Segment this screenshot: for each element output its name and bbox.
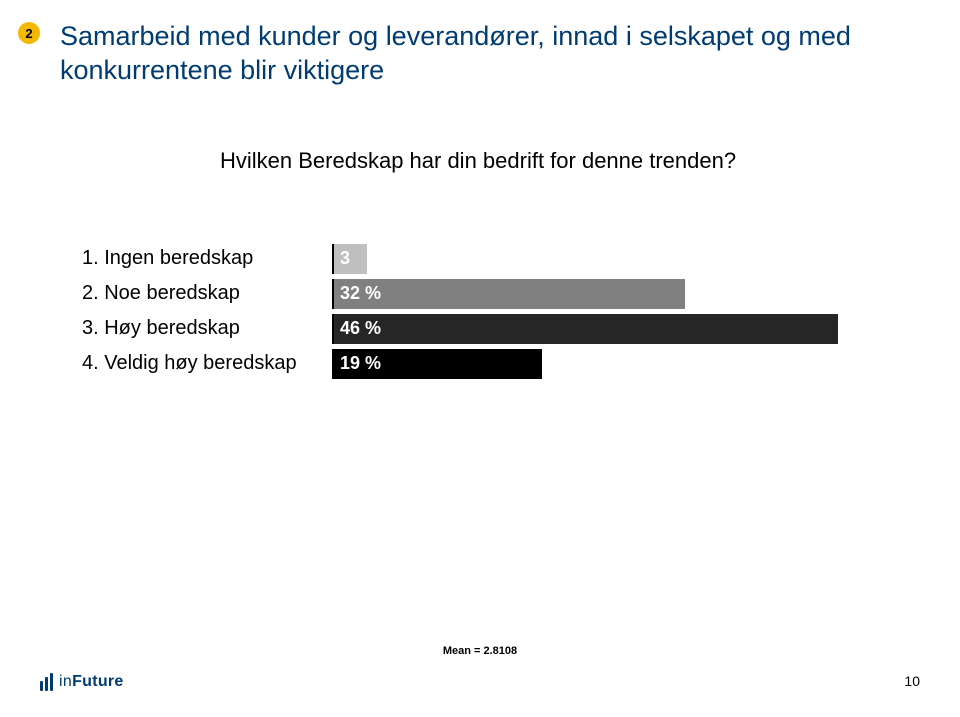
chart-row-label: 2. Noe beredskap [82,282,332,305]
chart-row: 3. Høy beredskap46 % [82,314,882,344]
chart-track: 46 % [332,314,882,344]
slide-title: Samarbeid med kunder og leverandører, in… [60,20,880,88]
logo-bar-icon [40,681,43,691]
chart-row: 1. Ingen beredskap3 [82,244,882,274]
logo-bar-icon [50,673,53,691]
section-number-badge: 2 [18,22,40,44]
chart-bar: 46 % [334,314,838,344]
chart-row-label: 1. Ingen beredskap [82,247,332,270]
slide: 2 Samarbeid med kunder og leverandører, … [0,0,960,717]
logo-text-prefix: in [59,673,72,690]
chart-bar: 3 [334,244,367,274]
chart-track: 3 [332,244,882,274]
question-text: Hvilken Beredskap har din bedrift for de… [220,148,910,174]
chart-row-label: 3. Høy beredskap [82,317,332,340]
logo-mark [40,673,53,691]
chart-bar: 19 % [334,349,542,379]
chart-row: 4. Veldig høy beredskap19 % [82,349,882,379]
logo-text: inFuture [59,673,124,691]
mean-label: Mean = 2.8108 [0,645,960,657]
chart-track: 19 % [332,349,882,379]
page-number: 10 [904,673,920,689]
chart-row: 2. Noe beredskap32 % [82,279,882,309]
logo-text-bold: Future [72,673,124,690]
section-number: 2 [25,26,32,41]
logo-bar-icon [45,677,48,691]
bar-chart: 1. Ingen beredskap32. Noe beredskap32 %3… [82,244,882,379]
chart-bar: 32 % [334,279,685,309]
logo: inFuture [40,673,124,691]
chart-track: 32 % [332,279,882,309]
chart-row-label: 4. Veldig høy beredskap [82,352,332,375]
